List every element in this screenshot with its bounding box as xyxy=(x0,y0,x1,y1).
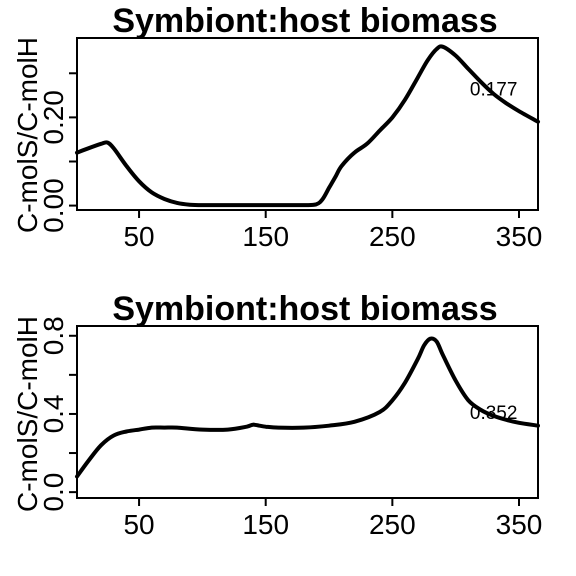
y-tick-label: 0.0 xyxy=(38,473,69,512)
biomass-ratio-line xyxy=(75,44,540,208)
x-tick-label: 250 xyxy=(369,509,416,540)
x-tick-label: 350 xyxy=(496,509,543,540)
plot-frame xyxy=(76,37,539,211)
x-tick-label: 350 xyxy=(496,221,543,252)
y-axis-label: C-molS/C-molH xyxy=(12,316,43,512)
biomass-ratio-line xyxy=(75,336,540,479)
x-axis: 50 150 250 350 xyxy=(123,498,542,540)
y-tick-label: 0.8 xyxy=(38,316,69,355)
y-tick-label: 0.00 xyxy=(38,178,69,233)
x-tick-label: 50 xyxy=(123,221,154,252)
chart-panel-bottom: Symbiont:host biomass C-molS/C-molH 50 15… xyxy=(12,290,542,540)
y-axis: 0.0 0.4 0.8 xyxy=(38,316,77,512)
y-axis-label: C-molS/C-molH xyxy=(12,37,43,233)
y-axis: 0.00 0.20 xyxy=(38,72,77,233)
x-tick-label: 50 xyxy=(123,509,154,540)
final-value-annotation: 0.177 xyxy=(470,80,518,101)
final-value-annotation: 0.352 xyxy=(470,403,518,424)
x-tick-label: 150 xyxy=(242,509,289,540)
x-tick-label: 250 xyxy=(369,221,416,252)
x-axis: 50 150 250 350 xyxy=(123,210,542,252)
x-tick-label: 150 xyxy=(242,221,289,252)
chart-title: Symbiont:host biomass xyxy=(112,290,497,328)
chart-title: Symbiont:host biomass xyxy=(112,2,497,40)
y-tick-label: 0.4 xyxy=(38,394,69,433)
y-tick-label: 0.20 xyxy=(38,90,69,145)
plot-frame xyxy=(76,325,539,499)
chart-panel-top: Symbiont:host biomass C-molS/C-molH 50 15… xyxy=(12,2,542,252)
